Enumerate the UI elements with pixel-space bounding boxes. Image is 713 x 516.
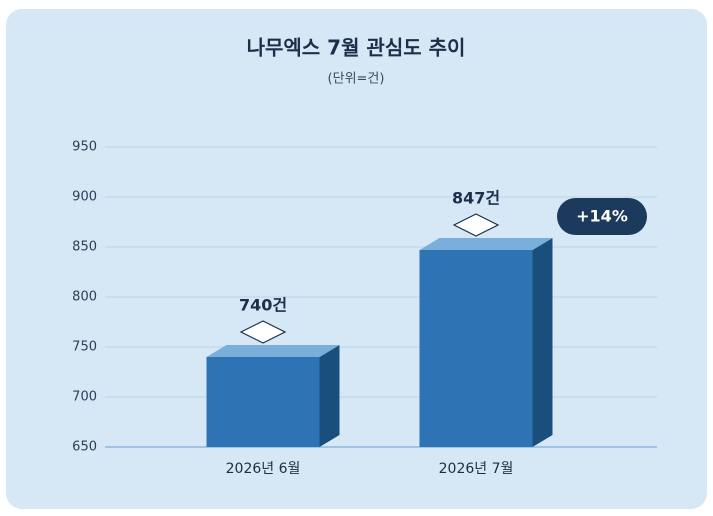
- annotation-pill: [557, 198, 647, 235]
- value-label: 740건: [239, 296, 287, 315]
- bar-side: [532, 238, 553, 447]
- y-tick-label: 650: [72, 440, 97, 455]
- bar: [419, 250, 533, 447]
- bar-top: [206, 345, 340, 357]
- y-tick-label: 950: [72, 140, 97, 155]
- y-tick-label: 750: [72, 340, 97, 355]
- y-tick-label: 850: [72, 240, 97, 255]
- bar-side: [319, 345, 340, 447]
- y-tick-label: 800: [72, 290, 97, 305]
- y-tick-label: 700: [72, 390, 97, 405]
- annotation: +14%: [576, 207, 628, 226]
- marker-diamond: [452, 213, 500, 237]
- value-label: 847건: [452, 189, 500, 208]
- x-tick-label: 2026년 6월: [226, 461, 301, 477]
- x-tick-label: 2026년 7월: [439, 461, 514, 477]
- y-tick-label: 900: [72, 190, 97, 205]
- bar: [206, 357, 320, 447]
- chart-subtitle: (단위=건): [328, 72, 385, 87]
- bar-top: [419, 238, 553, 250]
- marker-diamond: [239, 320, 287, 344]
- chart-title: 나무엑스 7월 관심도 추이: [247, 36, 466, 60]
